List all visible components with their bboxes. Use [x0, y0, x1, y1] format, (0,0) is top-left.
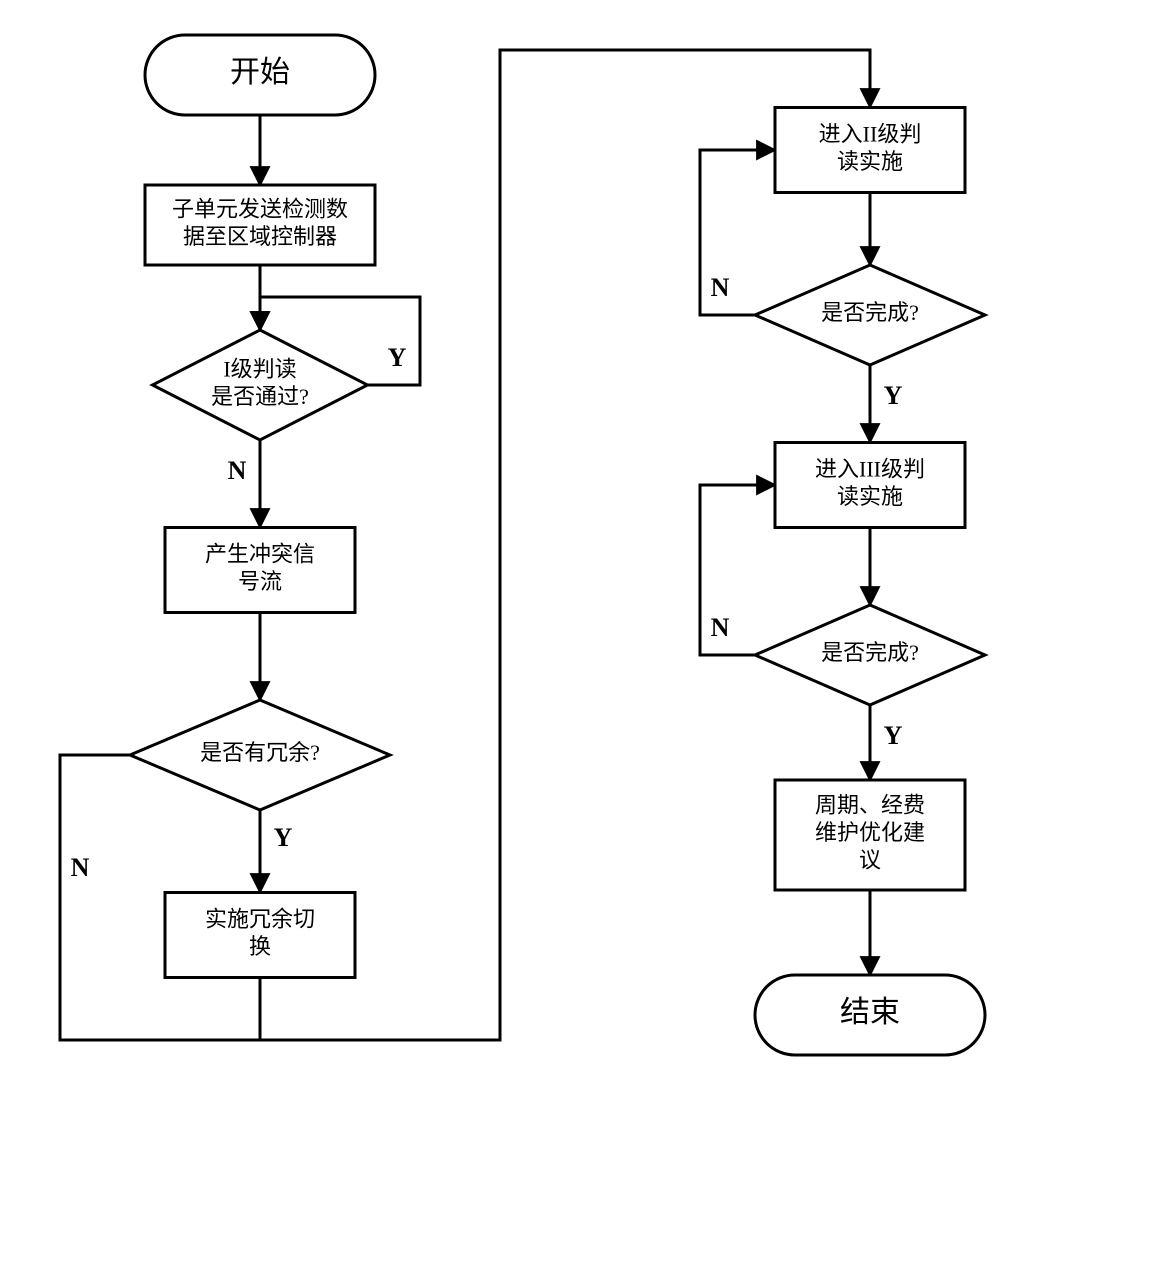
node-text-p4-line1: 读实施 [837, 149, 903, 174]
node-text-p2-line1: 号流 [238, 569, 282, 594]
node-p1: 子单元发送检测数据至区域控制器 [145, 185, 375, 265]
node-d3: 是否完成? [755, 265, 985, 365]
node-p6: 周期、经费维护优化建议 [775, 780, 965, 890]
node-text-p1-line0: 子单元发送检测数 [172, 196, 348, 221]
edge-label-e-d3-loop: N [711, 273, 730, 302]
node-d2: 是否有冗余? [130, 700, 390, 810]
node-start: 开始 [145, 35, 375, 115]
node-text-p6-line2: 议 [859, 848, 881, 873]
node-text-d1-line0: I级判读 [223, 356, 296, 381]
edge-label-e-d2-p3: Y [274, 823, 293, 852]
node-d4: 是否完成? [755, 605, 985, 705]
node-text-p6-line0: 周期、经费 [815, 793, 925, 818]
node-p5: 进入III级判读实施 [775, 443, 965, 528]
node-text-end-line0: 结束 [840, 996, 900, 1029]
edge-label-e-d4-loop: N [711, 613, 730, 642]
node-text-d2-line0: 是否有冗余? [200, 740, 320, 765]
edge-label-e-d4-p6: Y [884, 721, 903, 750]
node-text-p6-line1: 维护优化建 [815, 820, 925, 845]
node-text-p3-line1: 换 [249, 934, 271, 959]
node-text-p4-line0: 进入II级判 [819, 121, 922, 146]
node-text-d4-line0: 是否完成? [821, 640, 919, 665]
node-text-p3-line0: 实施冗余切 [205, 906, 315, 931]
node-end: 结束 [755, 975, 985, 1055]
node-p2: 产生冲突信号流 [165, 528, 355, 613]
edge-label-e-d1-loop: Y [388, 343, 407, 372]
edge-label-e-d1-p2: N [228, 456, 247, 485]
node-text-p2-line0: 产生冲突信 [205, 541, 315, 566]
node-text-d1-line1: 是否通过? [211, 384, 309, 409]
edge-label-e-d2-N: N [71, 853, 90, 882]
node-p4: 进入II级判读实施 [775, 108, 965, 193]
node-d1: I级判读是否通过? [153, 330, 368, 440]
edge-label-e-d3-p5: Y [884, 381, 903, 410]
node-text-p5-line1: 读实施 [837, 484, 903, 509]
flowchart-svg: N Y Y N Y N Y N 开始子单元发送检测数据至区域控制器 I级判读是否通过? 产生冲突信号… [0, 0, 1151, 1278]
node-p3: 实施冗余切换 [165, 893, 355, 978]
node-text-p5-line0: 进入III级判 [815, 456, 925, 481]
node-text-d3-line0: 是否完成? [821, 300, 919, 325]
node-text-start-line0: 开始 [230, 56, 290, 89]
node-text-p1-line1: 据至区域控制器 [183, 224, 337, 249]
